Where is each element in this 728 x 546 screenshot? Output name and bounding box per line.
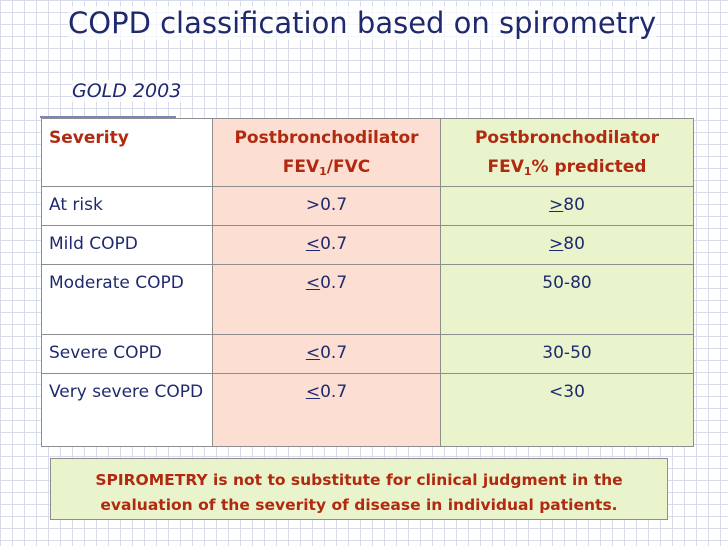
table-row: At risk >0.7 >80 <box>41 186 694 226</box>
fev1-fvc-cell: <0.7 <box>212 225 441 265</box>
header-severity: Severity <box>41 118 213 187</box>
fev1-fvc-cell: <0.7 <box>212 264 441 335</box>
fev1-predicted-cell: >80 <box>440 225 694 265</box>
copd-classification-table: Severity Postbronchodilator FEV1/FVC Pos… <box>41 118 694 447</box>
severity-cell: Mild COPD <box>41 225 213 265</box>
fev1-fvc-cell: <0.7 <box>212 334 441 374</box>
header-fev1-fvc-line1: Postbronchodilator <box>234 128 419 148</box>
fev1-fvc-cell: <0.7 <box>212 373 441 447</box>
fev1-predicted-cell: >80 <box>440 186 694 226</box>
fev1-fvc-cell: >0.7 <box>212 186 441 226</box>
severity-cell: Severe COPD <box>41 334 213 374</box>
table-row: Mild COPD <0.7 >80 <box>41 225 694 265</box>
header-fev1-fvc-line2: FEV1/FVC <box>282 157 371 178</box>
table-row: Very severe COPD <0.7 <30 <box>41 373 694 447</box>
fev1-predicted-cell: <30 <box>440 373 694 447</box>
severity-cell: At risk <box>41 186 213 226</box>
severity-cell: Very severe COPD <box>41 373 213 447</box>
fev1-predicted-cell: 50-80 <box>440 264 694 335</box>
header-fev1-fvc: Postbronchodilator FEV1/FVC <box>212 118 441 187</box>
note-line2: evaluation of the severity of disease in… <box>100 496 618 514</box>
severity-cell: Moderate COPD <box>41 264 213 335</box>
slide-subtitle: GOLD 2003 <box>72 80 182 102</box>
title-divider <box>40 116 176 118</box>
note-line1: SPIROMETRY is not to substitute for clin… <box>95 471 623 489</box>
header-fev1-predicted-line1: Postbronchodilator <box>474 128 660 148</box>
header-fev1-predicted: Postbronchodilator FEV1% predicted <box>440 118 694 187</box>
table-header-row: Severity Postbronchodilator FEV1/FVC Pos… <box>41 118 694 187</box>
clinical-judgment-note: SPIROMETRY is not to substitute for clin… <box>50 458 668 520</box>
slide-title: COPD classification based on spirometry <box>68 6 657 40</box>
table-row: Severe COPD <0.7 30-50 <box>41 334 694 374</box>
table-row: Moderate COPD <0.7 50-80 <box>41 264 694 335</box>
header-fev1-predicted-line2: FEV1% predicted <box>487 157 647 178</box>
fev1-predicted-cell: 30-50 <box>440 334 694 374</box>
